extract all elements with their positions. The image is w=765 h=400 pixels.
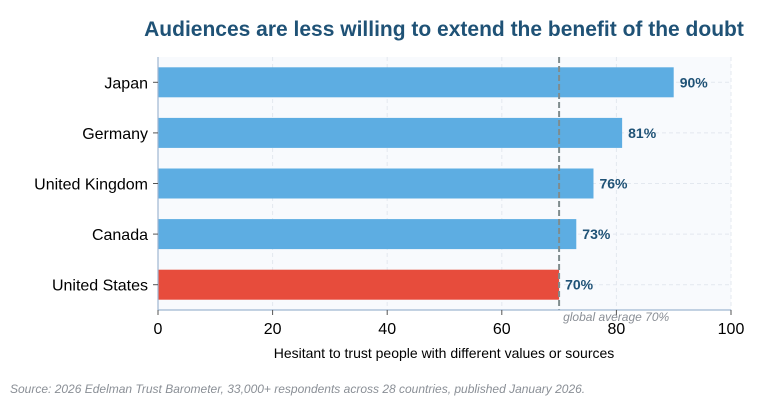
bar-united-kingdom — [158, 168, 594, 199]
x-tick-label-0: 0 — [154, 321, 163, 338]
source-note: Source: 2026 Edelman Trust Barometer, 33… — [10, 382, 585, 396]
reference-line-label: global average 70% — [563, 310, 669, 324]
category-label-united-states: United States — [52, 278, 148, 295]
bar-japan — [158, 67, 674, 98]
reference-line-group: global average 70% — [558, 57, 670, 324]
bar-united-states — [158, 269, 560, 300]
bar-canada — [158, 219, 577, 250]
x-tick-label-20: 20 — [264, 321, 282, 338]
value-labels: 90% 81% 76% 73% 70% — [565, 74, 708, 292]
x-axis-title: Hesitant to trust people with different … — [274, 345, 615, 361]
x-tick-label-100: 100 — [718, 321, 745, 338]
value-label-japan: 90% — [680, 74, 709, 90]
chart-title: Audiences are less willing to extend the… — [144, 18, 744, 41]
x-tick-label-40: 40 — [378, 321, 396, 338]
category-label-united-kingdom: United Kingdom — [34, 177, 148, 194]
x-tick-label-80: 80 — [608, 321, 626, 338]
category-labels: Japan Germany United Kingdom Canada United S… — [34, 75, 148, 294]
bars — [158, 67, 674, 300]
value-label-united-kingdom: 76% — [599, 176, 628, 192]
axes — [153, 57, 732, 315]
category-label-germany: Germany — [82, 126, 148, 143]
value-label-united-states: 70% — [565, 277, 594, 293]
value-label-canada: 73% — [582, 226, 611, 242]
x-tick-label-60: 60 — [493, 321, 511, 338]
value-label-germany: 81% — [628, 125, 657, 141]
x-tick-labels: 0 20 40 60 80 100 — [154, 321, 745, 338]
category-label-japan: Japan — [104, 75, 148, 92]
bar-germany — [158, 117, 623, 148]
category-label-canada: Canada — [92, 227, 148, 244]
